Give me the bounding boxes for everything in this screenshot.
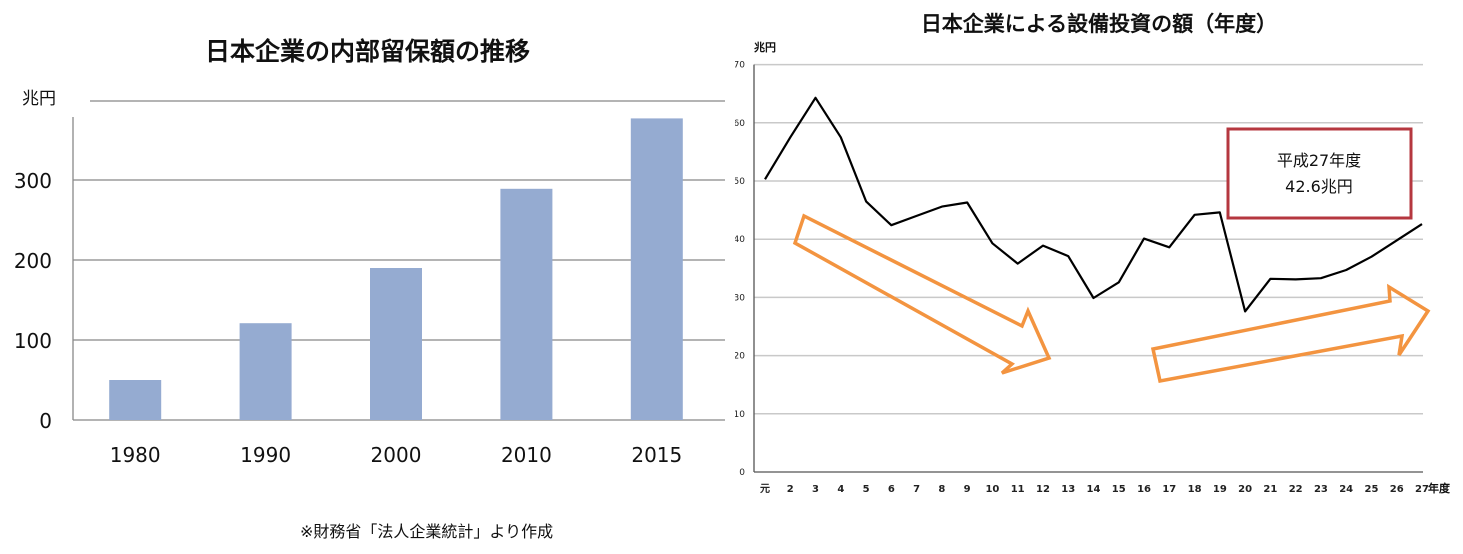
x-tick-label: 2010 bbox=[501, 443, 552, 467]
chart-title: 日本企業の内部留保額の推移 bbox=[204, 37, 530, 66]
retained-earnings-chart: 日本企業の内部留保額の推移 兆円 0 100 200 300 1980 1990 2000… bbox=[14, 37, 725, 467]
chart-title: 日本企業による設備投資の額（年度） bbox=[920, 12, 1278, 36]
bar-chart-svg: 兆円 0 100 200 300 1980 1990 2000 2010 2015 bbox=[14, 89, 725, 467]
y-tick-label: 0 bbox=[39, 409, 52, 433]
y-axis-unit: 兆円 bbox=[754, 40, 776, 54]
annotation-box bbox=[1226, 127, 1413, 220]
x-tick-label: 18 bbox=[1188, 484, 1202, 495]
x-tick-label: 7 bbox=[913, 484, 920, 495]
x-tick-label: 21 bbox=[1263, 484, 1277, 495]
x-tick-label: 9 bbox=[964, 484, 971, 495]
bar-2000 bbox=[370, 268, 422, 420]
x-tick-label: 10 bbox=[985, 484, 999, 495]
y-tick-label: 100 bbox=[14, 329, 52, 353]
x-tick-label: 19 bbox=[1213, 484, 1227, 495]
downward-trend-arrow bbox=[792, 213, 1052, 375]
series-line bbox=[764, 96, 1423, 313]
annotation-line-1: 平成27年度 bbox=[1277, 151, 1361, 170]
x-tick-label: 1990 bbox=[240, 443, 291, 467]
x-tick-label: 26 bbox=[1390, 484, 1404, 495]
x-tick-label: 11 bbox=[1011, 484, 1025, 495]
x-tick-label: 22 bbox=[1289, 484, 1303, 495]
x-tick-label: 4 bbox=[837, 484, 844, 495]
y-tick-label: 40 bbox=[735, 235, 745, 245]
x-tick-label: 2 bbox=[787, 484, 794, 495]
x-tick-label: 13 bbox=[1061, 484, 1075, 495]
annotation-line-2: 42.6兆円 bbox=[1285, 177, 1353, 196]
y-tick-label: 20 bbox=[735, 352, 745, 362]
x-axis-unit: 年度 bbox=[1428, 481, 1451, 495]
x-tick-label: 17 bbox=[1162, 484, 1176, 495]
x-tick-label: 5 bbox=[863, 484, 870, 495]
upward-trend-arrow bbox=[1150, 283, 1431, 384]
x-tick-label: 27 bbox=[1415, 484, 1429, 495]
bar-2015 bbox=[630, 118, 683, 421]
x-tick-label: 2015 bbox=[631, 443, 682, 467]
y-tick-label: 70 bbox=[735, 61, 745, 71]
x-tick-label: 8 bbox=[938, 484, 945, 495]
bar-1990 bbox=[239, 323, 292, 420]
x-tick-label: 14 bbox=[1087, 484, 1101, 495]
y-tick-label: 200 bbox=[14, 249, 52, 273]
y-tick-label: 0 bbox=[739, 468, 745, 478]
source-note: ※財務省「法人企業統計」より作成 bbox=[300, 522, 554, 541]
x-tick-label: 2000 bbox=[371, 443, 422, 467]
x-tick-label: 23 bbox=[1314, 484, 1328, 495]
y-tick-label: 50 bbox=[735, 177, 745, 187]
x-tick-label: 1980 bbox=[110, 443, 161, 467]
x-tick-label: 12 bbox=[1036, 484, 1050, 495]
x-tick-label: 25 bbox=[1365, 484, 1379, 495]
bar-2010 bbox=[500, 188, 553, 420]
bar-1980 bbox=[109, 380, 162, 420]
y-tick-label: 30 bbox=[735, 293, 745, 303]
y-tick-label: 60 bbox=[735, 119, 745, 129]
x-tick-label: 元 bbox=[760, 483, 770, 495]
y-tick-label: 10 bbox=[735, 410, 745, 420]
x-tick-label: 16 bbox=[1137, 484, 1151, 495]
x-tick-label: 15 bbox=[1112, 484, 1126, 495]
y-tick-label: 300 bbox=[14, 169, 52, 193]
x-tick-label: 24 bbox=[1339, 484, 1353, 495]
x-tick-label: 6 bbox=[888, 484, 895, 495]
y-axis-unit: 兆円 bbox=[22, 89, 56, 109]
x-tick-label: 20 bbox=[1238, 484, 1252, 495]
x-tick-label: 3 bbox=[812, 484, 819, 495]
